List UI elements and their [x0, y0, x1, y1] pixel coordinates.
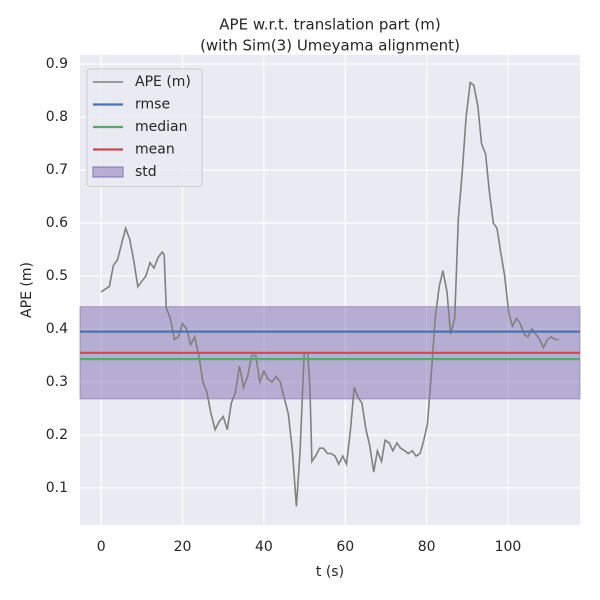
x-axis-label: t (s): [316, 564, 344, 580]
legend-label: rmse: [135, 97, 170, 113]
legend-label: APE (m): [135, 74, 191, 90]
y-tick-label: 0.3: [46, 374, 68, 390]
y-tick-label: 0.4: [46, 321, 68, 337]
x-tick-label: 100: [495, 539, 522, 555]
x-tick-label: 40: [255, 539, 273, 555]
x-tick-label: 0: [97, 539, 106, 555]
x-tick-label: 60: [336, 539, 354, 555]
chart-title: APE w.r.t. translation part (m): [219, 16, 440, 34]
x-tick-label: 80: [418, 539, 436, 555]
y-tick-label: 0.5: [46, 268, 68, 284]
y-tick-label: 0.7: [46, 162, 68, 178]
legend-label: std: [135, 164, 157, 180]
y-axis-label: APE (m): [19, 262, 35, 318]
y-tick-label: 0.9: [46, 56, 68, 72]
y-tick-label: 0.8: [46, 109, 68, 125]
legend-swatch: [92, 166, 124, 178]
data-line: [100, 81, 559, 507]
legend-box: [86, 68, 203, 187]
y-tick-label: 0.1: [46, 480, 68, 496]
legend-label: median: [135, 119, 187, 135]
y-tick-label: 0.6: [46, 215, 68, 231]
legend-label: mean: [135, 142, 175, 158]
x-tick-label: 20: [174, 539, 192, 555]
y-tick-label: 0.2: [46, 427, 68, 443]
chart-subtitle: (with Sim(3) Umeyama alignment): [200, 37, 460, 55]
